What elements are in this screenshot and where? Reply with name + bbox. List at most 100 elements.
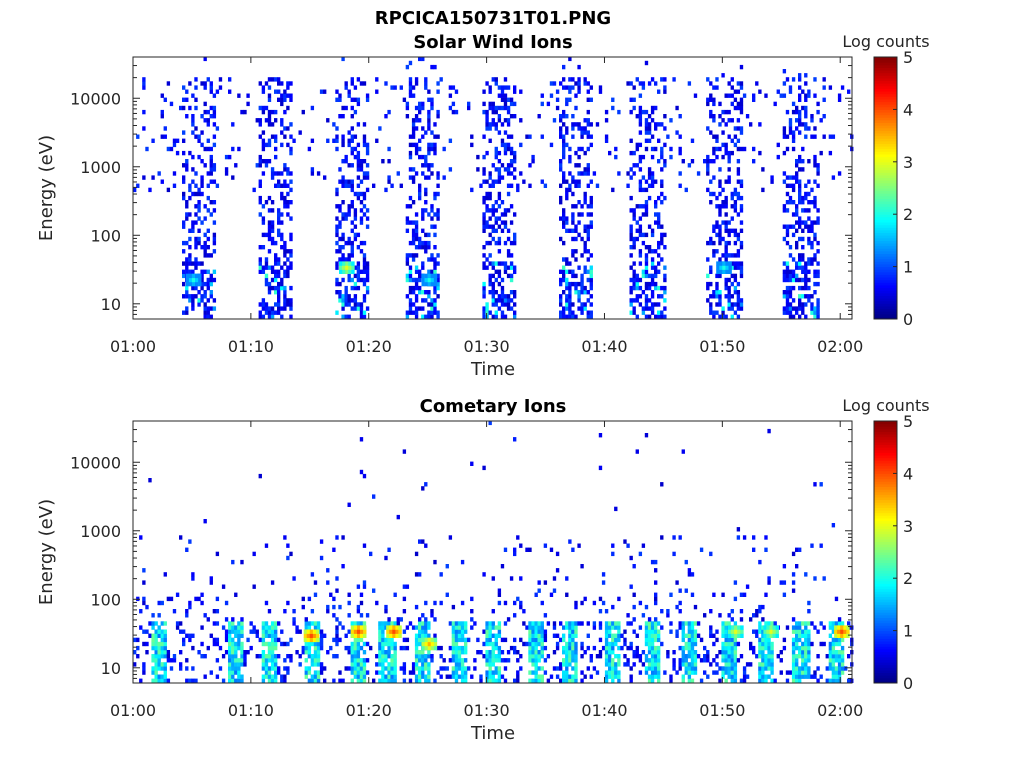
- spectrogram-cell: [414, 142, 419, 148]
- spectrogram-cell: [635, 298, 639, 303]
- spectrogram-cell: [730, 138, 734, 143]
- spectrogram-cell: [460, 662, 465, 667]
- spectrogram-cell: [261, 171, 266, 176]
- spectrogram-cell: [736, 191, 741, 197]
- spectrogram-cell: [212, 134, 217, 139]
- spectrogram-cell: [804, 572, 808, 577]
- spectrogram-cell: [763, 629, 767, 634]
- spectrogram-cell: [179, 662, 183, 667]
- spectrogram-cell: [736, 294, 741, 299]
- spectrogram-cell: [755, 81, 759, 86]
- spectrogram-cell: [813, 134, 817, 139]
- spectrogram-cell: [310, 674, 315, 679]
- spectrogram-cell: [577, 306, 581, 311]
- spectrogram-cell: [378, 658, 382, 663]
- spectrogram-cell: [427, 666, 431, 671]
- spectrogram-cell: [641, 310, 646, 315]
- spectrogram-cell: [277, 670, 281, 675]
- spectrogram-cell: [742, 93, 747, 98]
- spectrogram-cell: [577, 265, 581, 270]
- spectrogram-cell: [258, 245, 262, 250]
- spectrogram-cell: [151, 658, 155, 663]
- spectrogram-cell: [274, 273, 278, 279]
- spectrogram-cell: [663, 114, 667, 119]
- spectrogram-cell: [509, 101, 514, 107]
- spectrogram-cell: [280, 641, 284, 647]
- spectrogram-cell: [160, 621, 164, 626]
- spectrogram-cell: [418, 56, 422, 62]
- spectrogram-cell: [669, 154, 673, 160]
- spectrogram-cell: [657, 122, 661, 127]
- spectrogram-cell: [528, 183, 532, 188]
- spectrogram-cell: [795, 637, 799, 643]
- spectrogram-cell: [267, 290, 272, 295]
- colorbar-segment: [874, 64, 897, 68]
- spectrogram-cell: [283, 658, 287, 663]
- spectrogram-cell: [580, 134, 584, 139]
- spectrogram-cell: [191, 269, 195, 274]
- spectrogram-cell: [733, 641, 738, 647]
- spectrogram-cell: [319, 89, 324, 94]
- colorbar-segment: [874, 203, 897, 207]
- spectrogram-cell: [831, 678, 836, 683]
- spectrogram-cell: [384, 641, 388, 647]
- spectrogram-cell: [506, 97, 511, 102]
- spectrogram-cell: [197, 216, 201, 221]
- spectrogram-cell: [540, 101, 544, 107]
- spectrogram-cell: [641, 240, 646, 246]
- spectrogram-cell: [365, 146, 370, 152]
- spectrogram-cell: [724, 645, 728, 651]
- spectrogram-cell: [494, 240, 498, 246]
- spectrogram-cell: [837, 666, 842, 671]
- spectrogram-cell: [629, 81, 633, 86]
- spectrogram-cell: [767, 621, 771, 626]
- colorbar-segment: [874, 125, 897, 129]
- spectrogram-cell: [586, 310, 590, 315]
- spectrogram-cell: [427, 670, 431, 675]
- spectrogram-cell: [482, 629, 486, 634]
- spectrogram-cell: [430, 645, 435, 651]
- spectrogram-cell: [719, 269, 723, 274]
- spectrogram-cell: [448, 93, 453, 98]
- spectrogram-cell: [608, 625, 612, 630]
- spectrogram-cell: [837, 641, 842, 647]
- spectrogram-cell: [424, 617, 428, 622]
- spectrogram-cell: [813, 179, 817, 184]
- spectrogram-cell: [494, 314, 498, 319]
- spectrogram-cell: [586, 212, 590, 217]
- spectrogram-cell: [195, 281, 199, 287]
- spectrogram-cell: [764, 658, 768, 663]
- spectrogram-cell: [660, 641, 664, 647]
- colorbar-segment: [874, 313, 897, 317]
- spectrogram-cell: [274, 629, 278, 634]
- spectrogram-cell: [448, 105, 453, 111]
- spectrogram-cell: [151, 138, 155, 143]
- spectrogram-cell: [828, 678, 833, 683]
- spectrogram-cell: [494, 150, 498, 156]
- spectrogram-cell: [209, 306, 213, 311]
- spectrogram-cell: [650, 261, 655, 266]
- spectrogram-cell: [424, 154, 428, 160]
- spectrogram-cell: [657, 633, 661, 638]
- spectrogram-cell: [595, 183, 600, 188]
- spectrogram-cell: [795, 105, 799, 111]
- spectrogram-cell: [188, 105, 192, 111]
- spectrogram-cell: [188, 294, 192, 299]
- spectrogram-cell: [365, 277, 370, 283]
- spectrogram-cell: [681, 650, 685, 655]
- spectrogram-cell: [788, 670, 793, 675]
- spectrogram-cell: [154, 641, 158, 647]
- spectrogram-cell: [350, 253, 354, 258]
- spectrogram-cell: [657, 261, 661, 266]
- spectrogram-cell: [359, 613, 364, 618]
- spectrogram-cell: [418, 637, 422, 643]
- spectrogram-cell: [690, 629, 695, 634]
- colorbar-segment: [874, 578, 897, 582]
- y-tick-label: 1000: [80, 522, 121, 541]
- spectrogram-cell: [258, 269, 262, 274]
- spectrogram-cell: [657, 650, 661, 655]
- spectrogram-cell: [439, 77, 443, 82]
- spectrogram-cell: [758, 629, 762, 634]
- spectrogram-cell: [264, 273, 269, 279]
